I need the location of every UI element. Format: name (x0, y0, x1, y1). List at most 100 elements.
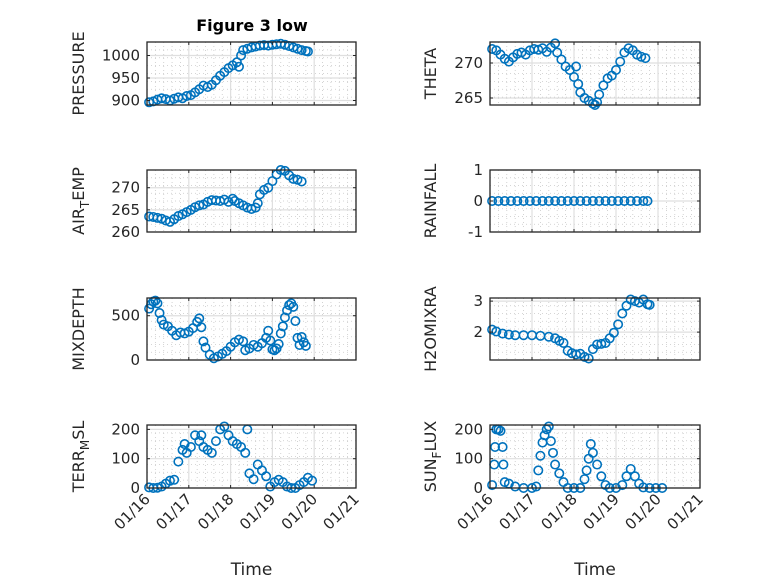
data-point-40 (625, 463, 636, 474)
data-point-28 (238, 336, 249, 347)
y-tick-label: 100 (111, 450, 140, 468)
data-point-17 (539, 430, 550, 441)
axes-frame (146, 297, 357, 361)
data-point-15 (535, 450, 546, 461)
data-point-0 (487, 43, 498, 54)
data-point-3 (150, 295, 161, 306)
x-tick-label: 01/19 (580, 490, 623, 533)
data-point-36 (265, 335, 276, 346)
y-axis-label: TERRMSL (69, 421, 92, 494)
data-point-41 (629, 471, 640, 482)
y-tick-label: 200 (111, 420, 140, 438)
x-axis-label: Time (573, 560, 616, 580)
data-point-25 (240, 447, 251, 458)
data-point-32 (644, 299, 655, 310)
y-label-subscript: M (78, 440, 92, 450)
data-point-6 (524, 196, 535, 207)
axes-sun_flux: 010020001/1601/1701/1801/1901/2001/21Tim… (421, 420, 707, 580)
y-axis-label: THETA (421, 48, 440, 100)
minor-grid (146, 41, 357, 106)
axes-frame (489, 297, 701, 361)
figure-title: Figure 3 low (196, 16, 308, 35)
data-point-3 (505, 196, 516, 207)
data-point-14 (575, 196, 586, 207)
data-series (487, 38, 651, 111)
y-tick-label: 265 (454, 89, 483, 107)
data-point-19 (200, 342, 211, 353)
data-point-1 (491, 326, 502, 337)
x-tick-label: 01/18 (538, 490, 581, 533)
data-series (144, 38, 313, 108)
data-point-19 (606, 196, 617, 207)
data-point-32 (587, 447, 598, 458)
data-point-0 (487, 480, 498, 491)
data-point-42 (277, 321, 288, 332)
y-label-rest: LUX (421, 421, 440, 452)
y-label-main: SUN (421, 458, 440, 492)
data-point-28 (579, 474, 590, 485)
x-tick-label: 01/20 (622, 490, 665, 533)
data-point-7 (173, 456, 184, 467)
data-point-20 (219, 421, 230, 432)
data-point-17 (196, 322, 207, 333)
x-tick-label: 01/17 (496, 490, 539, 533)
data-point-21 (571, 61, 582, 72)
data-point-4 (512, 196, 523, 207)
y-tick-label: 0 (130, 351, 140, 369)
y-tick-label: 1 (473, 161, 483, 179)
data-point-13 (568, 196, 579, 207)
data-point-19 (543, 421, 554, 432)
data-point-9 (181, 91, 192, 102)
y-tick-label: 265 (111, 201, 140, 219)
data-point-11 (556, 196, 567, 207)
y-tick-label: 270 (111, 179, 140, 197)
data-point-43 (279, 312, 290, 323)
data-point-53 (300, 340, 311, 351)
data-point-23 (554, 468, 565, 479)
data-point-25 (246, 203, 257, 214)
data-point-22 (233, 61, 244, 72)
data-point-0 (487, 196, 498, 207)
axes-theta: 265 270 THETA (421, 38, 701, 111)
axes-h2omixra: 2 3 H2OMIXRA (421, 286, 701, 372)
data-point-41 (275, 328, 286, 339)
data-point-23 (631, 196, 642, 207)
x-tick-label: 01/17 (152, 490, 195, 533)
y-tick-label: 1000 (102, 47, 140, 65)
data-point-8 (499, 477, 510, 488)
y-axis-label: PRESSURE (69, 31, 88, 115)
data-point-22 (550, 459, 561, 470)
x-tick-label: 01/18 (194, 490, 237, 533)
data-point-6 (497, 441, 508, 452)
data-point-33 (592, 459, 603, 470)
x-tick-label: 01/21 (320, 490, 363, 533)
data-point-4 (152, 298, 163, 309)
x-axis-label: Time (230, 560, 273, 580)
data-point-20 (545, 436, 556, 447)
data-point-17 (206, 447, 217, 458)
data-point-5 (154, 308, 165, 319)
data-point-7 (498, 459, 509, 470)
data-point-17 (594, 196, 605, 207)
data-point-31 (261, 471, 272, 482)
data-point-16 (194, 313, 205, 324)
x-tick-label: 01/19 (236, 490, 279, 533)
data-point-38 (296, 45, 307, 56)
data-point-29 (581, 465, 592, 476)
data-point-28 (248, 474, 259, 485)
y-label-subscript: T (78, 200, 92, 209)
y-tick-label: 270 (454, 54, 483, 72)
y-axis-label: AIRTEMP (69, 167, 92, 235)
data-point-17 (583, 353, 594, 364)
y-axis-label: MIXDEPTH (69, 287, 88, 370)
axes-mixdepth: 0 500 MIXDEPTH (69, 287, 357, 371)
y-label-subscript: F (430, 451, 444, 458)
data-point-12 (194, 200, 205, 211)
x-tick-label: 01/20 (278, 490, 321, 533)
y-label-rest: EMP (69, 167, 88, 201)
data-point-34 (596, 471, 607, 482)
data-point-9 (543, 196, 554, 207)
data-point-34 (615, 56, 626, 67)
data-point-40 (640, 53, 651, 64)
